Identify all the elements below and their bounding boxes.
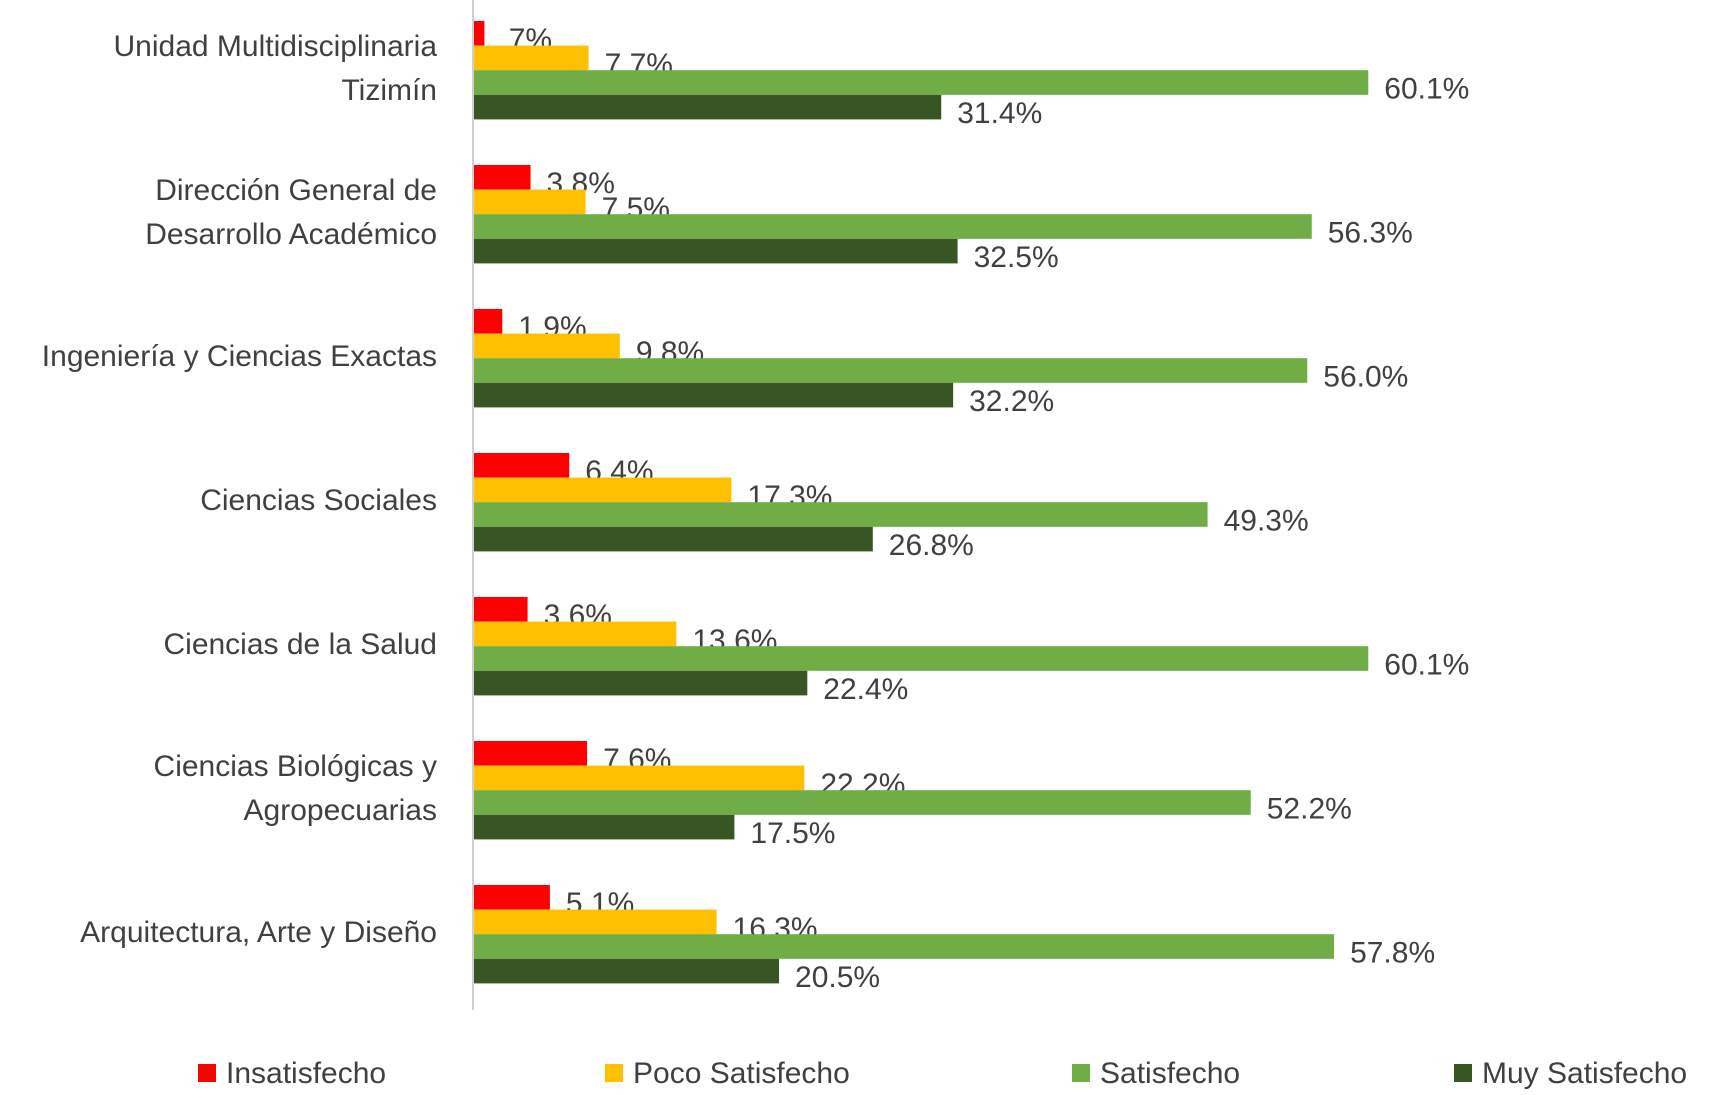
legend-label: Satisfecho	[1100, 1057, 1240, 1090]
category-label: Ciencias Sociales	[200, 484, 437, 517]
bar	[474, 597, 528, 622]
category-label: Ciencias Biológicas y Agropecuarias	[154, 750, 437, 827]
bar	[474, 309, 503, 334]
legend-label: Insatisfecho	[226, 1057, 386, 1090]
data-label: 52.2%	[1267, 792, 1352, 825]
data-label: 57.8%	[1350, 936, 1435, 969]
bar	[474, 958, 780, 984]
data-label: 22.4%	[823, 673, 908, 706]
category-label: Dirección General de Desarrollo Académico	[145, 174, 437, 251]
bar	[474, 333, 620, 359]
bar	[474, 214, 1312, 239]
bar	[474, 382, 954, 408]
bar	[474, 165, 531, 190]
bar	[474, 453, 570, 478]
category-label: Ingeniería y Ciencias Exactas	[42, 340, 437, 373]
bar	[474, 670, 808, 696]
legend-swatch	[605, 1064, 623, 1082]
bar	[474, 646, 1369, 671]
bar	[474, 934, 1335, 959]
data-label: 49.3%	[1224, 504, 1309, 537]
data-label: 56.0%	[1323, 360, 1408, 393]
data-label: 32.5%	[974, 241, 1059, 274]
bar	[474, 765, 805, 791]
legend-label: Poco Satisfecho	[633, 1057, 850, 1090]
bar	[474, 790, 1251, 815]
bar	[474, 621, 677, 647]
legend-swatch	[198, 1064, 216, 1082]
bar	[474, 909, 717, 935]
legend-swatch	[1072, 1064, 1090, 1082]
bar	[474, 45, 589, 71]
bar	[474, 70, 1369, 95]
bar	[474, 238, 958, 264]
bar	[474, 814, 735, 840]
bar	[474, 741, 588, 766]
legend-swatch	[1454, 1064, 1472, 1082]
category-label: Unidad Multidisciplinaria Tizimín	[114, 30, 438, 107]
category-label: Ciencias de la Salud	[163, 628, 437, 661]
data-label: 60.1%	[1384, 72, 1469, 105]
data-label: 32.2%	[969, 385, 1054, 418]
bar	[474, 94, 942, 120]
bar	[474, 189, 586, 215]
data-label: 17.5%	[750, 817, 835, 850]
bar	[474, 358, 1308, 383]
data-label: 56.3%	[1328, 216, 1413, 249]
data-label: 26.8%	[889, 529, 974, 562]
bar	[474, 477, 732, 503]
legend-label: Muy Satisfecho	[1482, 1057, 1687, 1090]
bar	[474, 21, 485, 46]
bar	[474, 502, 1208, 527]
data-label: 31.4%	[957, 97, 1042, 130]
bar	[474, 526, 873, 552]
data-label: 60.1%	[1384, 648, 1469, 681]
data-label: 20.5%	[795, 961, 880, 994]
bar	[474, 885, 550, 910]
category-label: Arquitectura, Arte y Diseño	[80, 916, 437, 949]
